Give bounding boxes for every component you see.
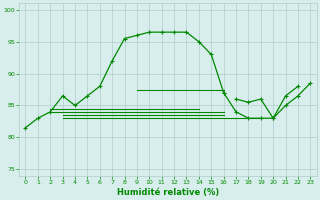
X-axis label: Humidité relative (%): Humidité relative (%) <box>117 188 219 197</box>
